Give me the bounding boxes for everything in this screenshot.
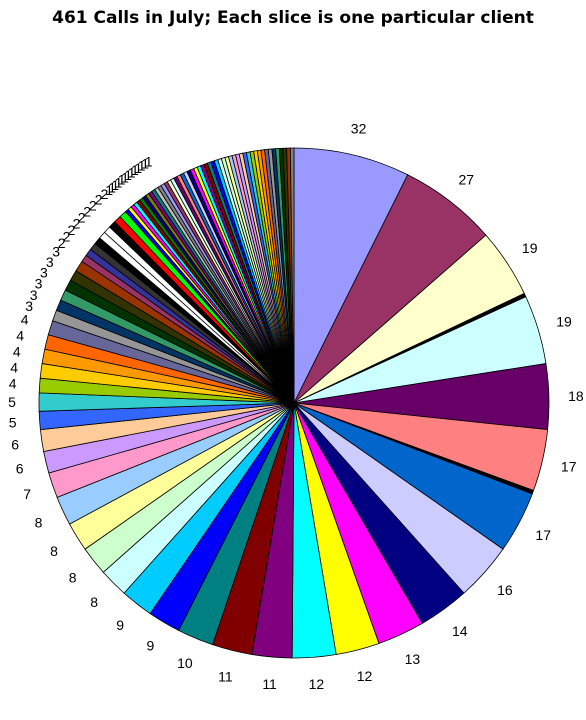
slice-label: 3 [46, 254, 54, 270]
slice-label: 2 [101, 186, 109, 202]
slice-label: 10 [177, 655, 193, 671]
pie-slice [289, 147, 295, 404]
slice-label: 2 [78, 209, 86, 225]
pie-slices [38, 147, 550, 659]
slice-label: 16 [497, 582, 513, 598]
slice-label: 2 [73, 216, 81, 232]
slice-label: 4 [10, 360, 18, 376]
slice-label: 3 [25, 298, 33, 314]
slice-label: 4 [13, 343, 21, 359]
slice-label: 11 [218, 669, 233, 685]
slice-label: 14 [452, 623, 468, 639]
slice-label: 9 [147, 638, 155, 654]
slice-label: 6 [11, 437, 19, 453]
slice-label: 1 [145, 153, 153, 169]
slice-label: 2 [89, 197, 97, 213]
slice-label: 8 [50, 543, 58, 559]
slice-label: 12 [357, 668, 373, 684]
slice-label: 1 [111, 177, 119, 193]
slice-label: 3 [40, 265, 48, 281]
slice-label: 1 [115, 174, 123, 190]
slice-label: 1 [105, 182, 113, 198]
slice-label: 18 [568, 388, 584, 404]
slice-label: 27 [459, 172, 475, 188]
slice-label: 32 [351, 121, 367, 137]
slice-label: 7 [23, 486, 31, 502]
slice-label: 4 [16, 327, 24, 343]
slice-label: 13 [405, 651, 421, 667]
slice-label: 11 [262, 676, 277, 692]
slice-label: 19 [522, 240, 538, 256]
slice-label: 1 [134, 160, 142, 176]
slice-label: 1 [118, 172, 126, 188]
slice-label: 4 [9, 376, 17, 392]
slice-label: 4 [21, 312, 29, 328]
slice-label: 1 [108, 179, 116, 195]
slice-label: 8 [35, 514, 43, 530]
slice-label: 2 [83, 203, 91, 219]
slice-label: 1 [131, 162, 139, 178]
slice-label: 1 [128, 165, 136, 181]
slice-label: 3 [52, 244, 60, 260]
slice-label: 9 [116, 617, 124, 633]
slice-label: 1 [138, 158, 146, 174]
slice-label: 2 [95, 192, 103, 208]
slice-label: 8 [90, 594, 98, 610]
slice-label: 12 [309, 676, 325, 692]
slice-label: 2 [58, 235, 66, 251]
slice-label: 2 [68, 222, 76, 238]
slice-label: 1 [121, 169, 129, 185]
slice-label: 8 [69, 570, 77, 586]
slice-label: 2 [63, 228, 71, 244]
slice-label: 19 [556, 314, 572, 330]
slice-label: 3 [30, 287, 38, 303]
pie-labels: 3227191918171716141312121111109988887665… [8, 121, 584, 693]
slice-label: 17 [535, 527, 551, 543]
slice-label: 5 [8, 394, 16, 410]
chart-title: 461 Calls in July; Each slice is one par… [52, 8, 534, 28]
slice-label: 1 [124, 167, 132, 183]
pie-slice [293, 147, 409, 404]
slice-label: 17 [561, 459, 577, 475]
slice-label: 3 [35, 276, 43, 292]
slice-label: 6 [16, 461, 24, 477]
slice-label: 5 [9, 414, 17, 430]
slice-label: 1 [141, 156, 149, 172]
